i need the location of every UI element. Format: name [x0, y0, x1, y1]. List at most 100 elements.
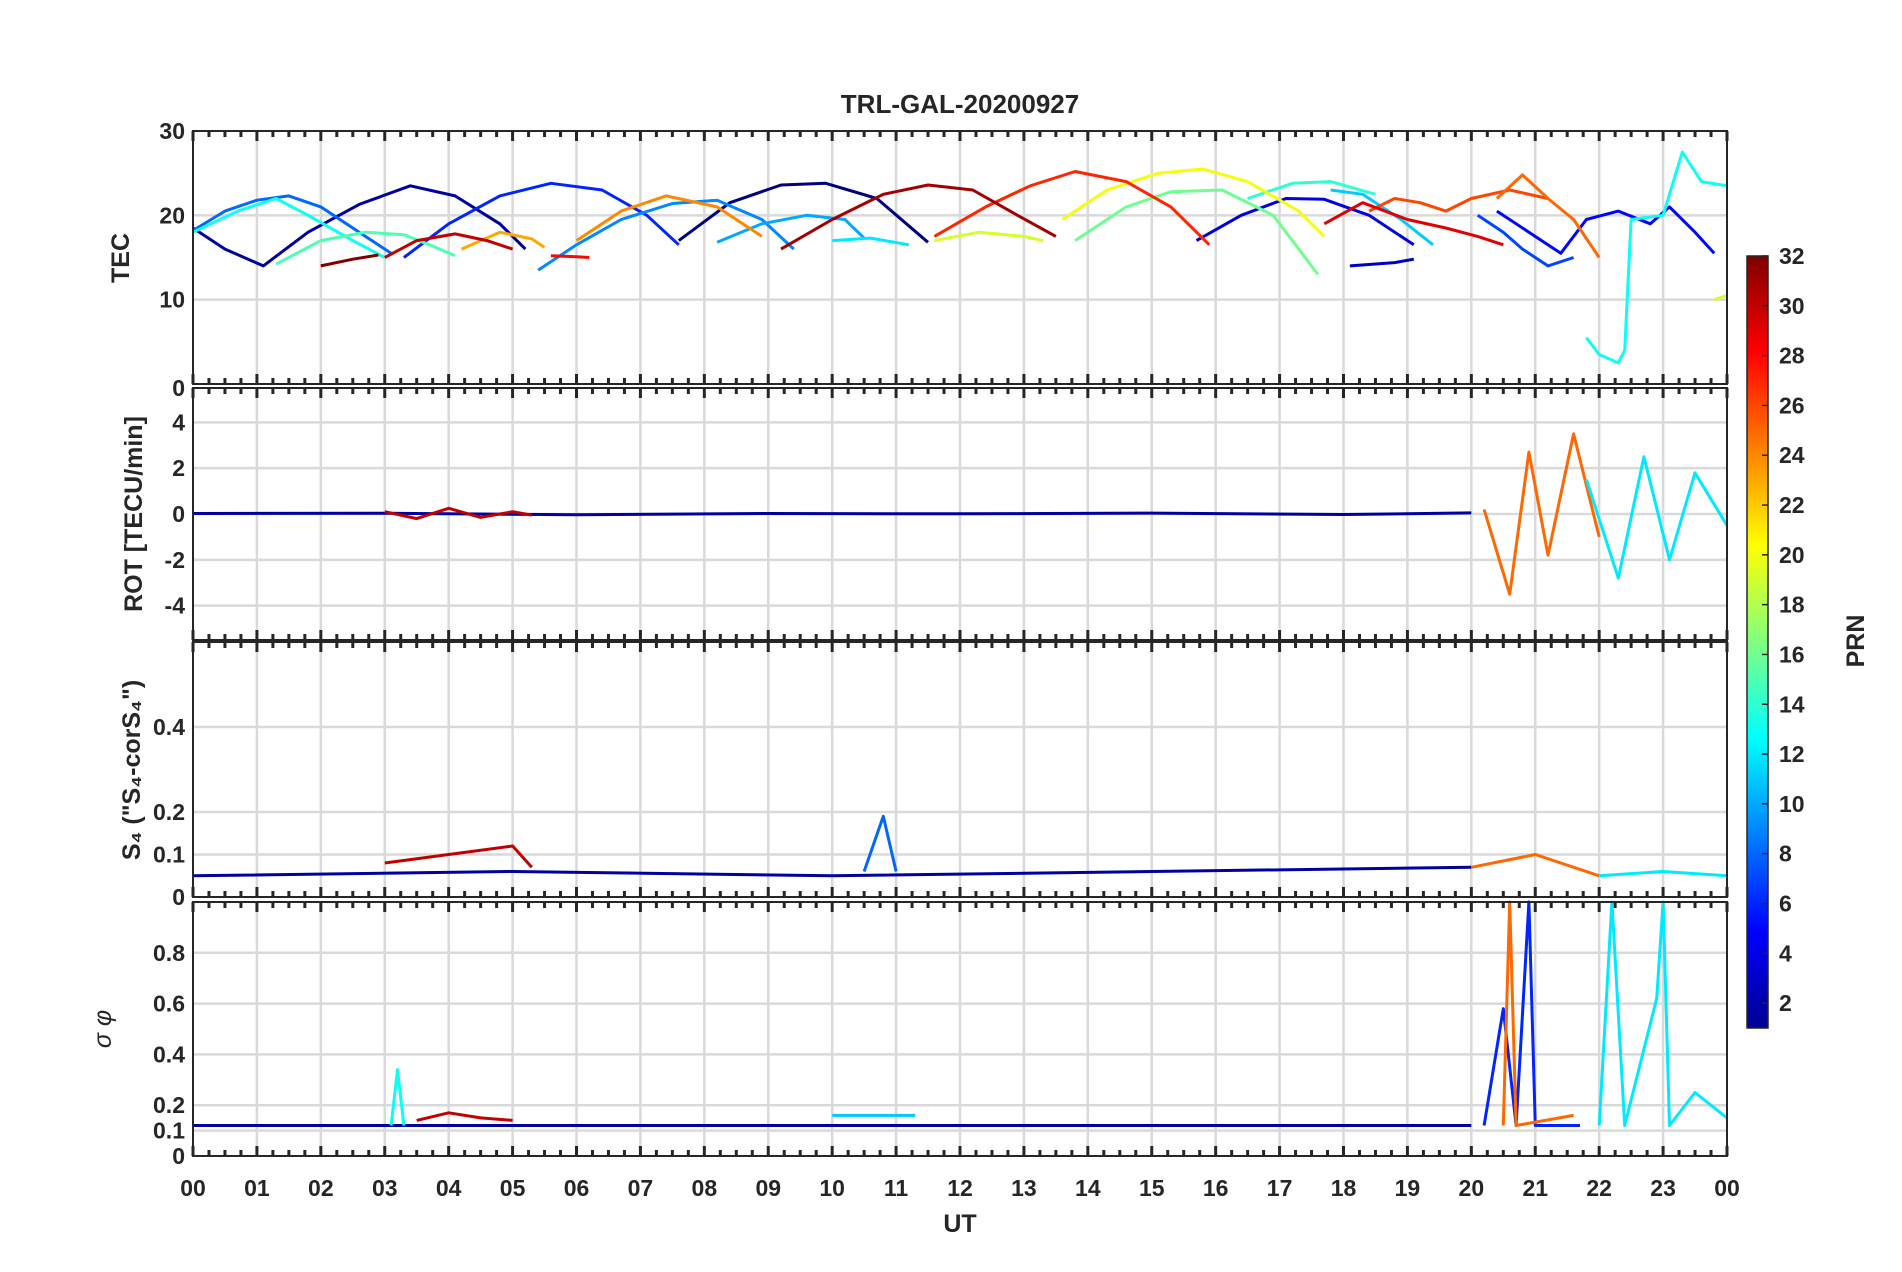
panel-rot: -4 -2 0 2 4 0 ROT [TECU/min] — [120, 375, 1729, 641]
s4-series-line-prn-30 — [384, 844, 533, 869]
rot-plot-content: -4 -2 0 2 4 0 — [165, 375, 1729, 640]
x-tick-label: 05 — [500, 1175, 526, 1201]
x-tick-label: 08 — [692, 1175, 718, 1201]
s4-series-line-prn-25 — [1471, 853, 1600, 878]
x-tick-label: 12 — [947, 1175, 973, 1201]
tec-series-line-prn-31 — [780, 183, 1057, 251]
sigma-y-tick-label: 0.2 — [153, 1092, 185, 1118]
s4-y-tick-label: 0.2 — [153, 799, 185, 825]
sigma-y-tick-label: 0.1 — [153, 1118, 185, 1144]
tec-series-line-prn-32 — [320, 253, 379, 268]
tec-series-line-prn-3 — [1349, 257, 1415, 268]
sigma-series-line-prn-30 — [416, 1111, 513, 1122]
colorbar-tick-label: 8 — [1779, 841, 1792, 867]
tec-series-line-prn-2 — [192, 184, 527, 268]
tec-series-line-prn-7 — [1476, 214, 1575, 268]
chart-title: TRL-GAL-20200927 — [841, 89, 1079, 119]
rot-axes-frame — [192, 387, 1728, 641]
x-tick-label: 21 — [1522, 1175, 1548, 1201]
panel-tec: 10 20 30 TEC — [107, 118, 1729, 385]
rot-y-tick-label: 4 — [172, 409, 185, 435]
x-tick-label: 10 — [819, 1175, 845, 1201]
sigma-plot-content: 00.10.2 0.4 0.6 0.8 — [153, 900, 1729, 1169]
s4-axes-frame — [192, 641, 1728, 898]
tec-series-line-prn-6 — [402, 181, 680, 259]
tec-axes-frame — [192, 130, 1728, 385]
colorbar-tick-label: 32 — [1779, 243, 1805, 269]
colorbar-tick-label: 12 — [1779, 741, 1805, 767]
sigma-series-line-prn-12 — [1597, 900, 1728, 1127]
s4-y-tick-label: 0 — [172, 884, 185, 910]
x-tick-label: 18 — [1331, 1175, 1357, 1201]
rot-series-line-prn-30 — [384, 506, 533, 521]
tec-series-line-prn-14 — [1247, 180, 1376, 200]
rot-y-tick-label: 0 — [172, 375, 185, 401]
tec-plot-content: 10 20 30 — [159, 118, 1729, 384]
tec-series-line-prn-19 — [934, 230, 1044, 243]
rot-series-line-prn-25 — [1482, 432, 1601, 596]
sigma-y-tick-label: 0.8 — [153, 940, 185, 966]
colorbar-tick-label: 16 — [1779, 641, 1805, 667]
tec-series-line-prn-12 — [832, 236, 910, 247]
x-tick-label: 16 — [1203, 1175, 1229, 1201]
x-tick-label: 06 — [564, 1175, 590, 1201]
colorbar-tick-label: 2 — [1779, 990, 1792, 1016]
tec-series-line-prn-9 — [537, 198, 795, 272]
colorbar-tick-label: 4 — [1779, 940, 1792, 966]
rot-y-tick-label: 2 — [172, 455, 185, 481]
colorbar-tick-label: 6 — [1779, 890, 1792, 916]
x-tick-label: 09 — [755, 1175, 781, 1201]
tec-y-tick-label: 10 — [159, 287, 185, 313]
rot-y-tick-label: -2 — [165, 547, 185, 573]
panel-sigma: 00.10.2 0.4 0.6 0.8 σ φ — [89, 900, 1729, 1169]
tec-series-line-prn-28 — [550, 254, 590, 259]
sigma-series-line-prn-13 — [389, 1068, 406, 1126]
x-tick-label: 23 — [1650, 1175, 1676, 1201]
tec-series-line-prn-30 — [384, 232, 514, 259]
x-tick-label: 14 — [1075, 1175, 1101, 1201]
s4-y-tick-label: 0.1 — [153, 842, 185, 868]
tec-series-line-prn-26 — [1368, 188, 1549, 213]
s4-series-line-prn-12 — [1599, 870, 1728, 878]
tec-y-axis-label: TEC — [107, 233, 135, 283]
tec-series-line-prn-4 — [1195, 197, 1415, 247]
rot-series-line-prn-2 — [192, 511, 1472, 517]
s4-series-line-prn-8 — [862, 814, 898, 872]
tec-series-line-prn-24 — [575, 194, 763, 242]
colorbar-tick-label: 20 — [1779, 542, 1805, 568]
s4-y-tick-label: 0.4 — [153, 714, 185, 740]
sigma-y-tick-label: 0.4 — [153, 1041, 185, 1067]
s4-y-axis-label: S₄ ("S₄-corS₄") — [118, 680, 146, 860]
colorbar-tick-label: 14 — [1779, 691, 1805, 717]
rot-y-axis-label: ROT [TECU/min] — [120, 416, 148, 612]
sigma-y-tick-label: 0.6 — [153, 991, 185, 1017]
x-tick-label: 07 — [628, 1175, 654, 1201]
rot-y-tick-label: 0 — [172, 501, 185, 527]
tec-y-tick-label: 30 — [159, 118, 185, 144]
sigma-series-line-prn-6 — [1482, 900, 1580, 1127]
sigma-series-line-prn-25 — [1501, 900, 1574, 1127]
tec-series-line-prn-5 — [1496, 205, 1716, 255]
x-tick-label: 13 — [1011, 1175, 1037, 1201]
colorbar-tick-label: 30 — [1779, 293, 1805, 319]
x-axis-label: UT — [943, 1210, 976, 1238]
tec-series-line-prn-13 — [1585, 150, 1728, 365]
colorbar-tick-label: 24 — [1779, 442, 1805, 468]
tec-series-line-prn-13 — [192, 197, 386, 259]
colorbar-tick-label: 28 — [1779, 343, 1805, 369]
x-tick-label: 02 — [308, 1175, 334, 1201]
tec-series-line-prn-25 — [1495, 173, 1601, 259]
x-tick-label: 04 — [436, 1175, 462, 1201]
panel-s4: 0 0.1 0.2 0.4 S₄ ("S₄-corS₄") — [118, 641, 1729, 910]
rot-y-tick-label: -4 — [165, 593, 186, 619]
tec-series-line-prn-20 — [1061, 167, 1326, 238]
sigma-y-axis-label: σ φ — [89, 1010, 117, 1048]
x-tick-label: 00 — [180, 1175, 206, 1201]
x-tick-label: 17 — [1267, 1175, 1293, 1201]
colorbar-tick-label: 26 — [1779, 392, 1805, 418]
x-tick-label: 03 — [372, 1175, 398, 1201]
x-axis-tick-labels: 00 01 02 03 04 05 06 07 08 09 10 11 12 13 14 15 16 17 18 19… — [180, 1175, 1740, 1201]
